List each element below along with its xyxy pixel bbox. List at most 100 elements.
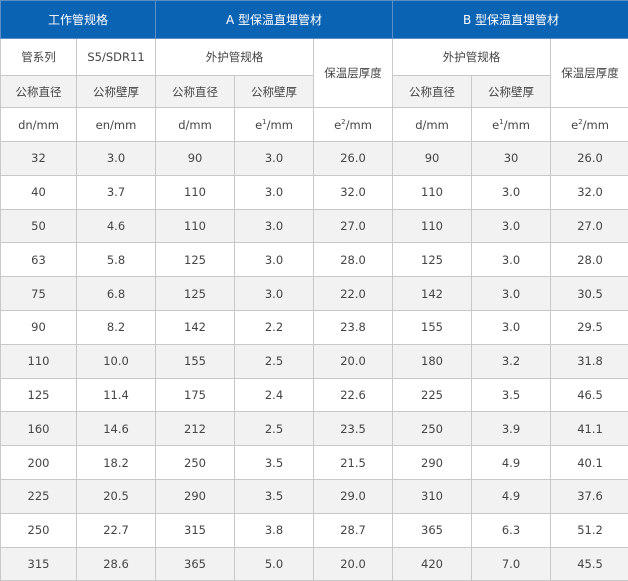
table-cell: 3.5: [234, 445, 315, 480]
table-cell: 142: [155, 309, 236, 345]
table-cell: 3.0: [234, 242, 315, 278]
b-outer-spec: 外护管规格: [392, 38, 552, 76]
a-nominal-diameter: 公称直径: [155, 75, 236, 108]
table-cell: 45.5: [550, 546, 628, 581]
a-nominal-wall: 公称壁厚: [234, 75, 315, 108]
a-outer-spec: 外护管规格: [155, 38, 315, 76]
table-cell: 26.0: [550, 141, 628, 176]
table-cell: 3.0: [471, 276, 552, 311]
table-cell: 50: [0, 208, 77, 244]
header-row-groups: 工作管规格 A 型保温直埋管材 B 型保温直埋管材: [0, 0, 628, 39]
table-cell: 125: [155, 242, 236, 278]
unit-a-e1: e1/mm: [234, 107, 315, 142]
table-cell: 3.7: [75, 174, 157, 210]
table-cell: 18.2: [75, 445, 157, 480]
table-cell: 3.0: [234, 208, 315, 244]
table-cell: 22.6: [313, 377, 394, 413]
table-cell: 11.4: [75, 377, 157, 413]
table-cell: 31.8: [550, 343, 628, 379]
work-nominal-wall: 公称壁厚: [75, 75, 157, 108]
table-cell: 23.5: [313, 411, 394, 447]
table-cell: 21.5: [313, 445, 394, 480]
table-cell: 125: [392, 242, 473, 278]
table-cell: 3.0: [471, 309, 552, 345]
table-cell: 3.5: [471, 377, 552, 413]
table-cell: 20.0: [313, 343, 394, 379]
table-cell: 26.0: [313, 141, 394, 176]
table-cell: 315: [155, 512, 236, 548]
table-row: 90 8.2 142 2.2 23.8 155 3.0 29.5: [0, 309, 628, 345]
table-cell: 4.9: [471, 445, 552, 480]
table-cell: 290: [392, 445, 473, 480]
table-cell: 51.2: [550, 512, 628, 548]
table-cell: 250: [392, 411, 473, 447]
unit-b-d: d/mm: [392, 107, 473, 142]
unit-a-d: d/mm: [155, 107, 236, 142]
table-cell: 225: [392, 377, 473, 413]
table-row: 110 10.0 155 2.5 20.0 180 3.2 31.8: [0, 343, 628, 379]
table-cell: 2.5: [234, 343, 315, 379]
table-cell: 32.0: [313, 174, 394, 210]
table-cell: 63: [0, 242, 77, 278]
table-row: 75 6.8 125 3.0 22.0 142 3.0 30.5: [0, 276, 628, 311]
table-cell: 250: [155, 445, 236, 480]
table-cell: 22.7: [75, 512, 157, 548]
table-cell: 40: [0, 174, 77, 210]
table-cell: 2.2: [234, 309, 315, 345]
table-cell: 3.0: [234, 276, 315, 311]
table-cell: 90: [155, 141, 236, 176]
table-cell: 7.0: [471, 546, 552, 581]
table-cell: 2.5: [234, 411, 315, 447]
table-cell: 110: [155, 174, 236, 210]
table-row: 225 20.5 290 3.5 29.0 310 4.9 37.6: [0, 478, 628, 514]
table-cell: 14.6: [75, 411, 157, 447]
table-cell: 30.5: [550, 276, 628, 311]
table-cell: 315: [0, 546, 77, 581]
table-cell: 6.3: [471, 512, 552, 548]
unit-b-e2: e2/mm: [550, 107, 628, 142]
table-cell: 8.2: [75, 309, 157, 345]
table-cell: 28.6: [75, 546, 157, 581]
b-insulation: 保温层厚度: [550, 38, 628, 108]
unit-b-e1: e1/mm: [471, 107, 552, 142]
table-cell: 420: [392, 546, 473, 581]
table-row: 50 4.6 110 3.0 27.0 110 3.0 27.0: [0, 208, 628, 244]
table-cell: 5.8: [75, 242, 157, 278]
table-row: 63 5.8 125 3.0 28.0 125 3.0 28.0: [0, 242, 628, 278]
table-cell: 110: [155, 208, 236, 244]
table-cell: 110: [392, 174, 473, 210]
table-row: 200 18.2 250 3.5 21.5 290 4.9 40.1: [0, 445, 628, 480]
table-cell: 3.0: [234, 141, 315, 176]
table-cell: 200: [0, 445, 77, 480]
unit-en: en/mm: [75, 107, 157, 142]
table-row: 160 14.6 212 2.5 23.5 250 3.9 41.1: [0, 411, 628, 447]
table-cell: 29.0: [313, 478, 394, 514]
table-cell: 155: [392, 309, 473, 345]
table-cell: 365: [155, 546, 236, 581]
table-cell: 290: [155, 478, 236, 514]
table-cell: 365: [392, 512, 473, 548]
header-row-names: 公称直径 公称壁厚 公称直径 公称壁厚 公称直径 公称壁厚: [0, 75, 628, 108]
table-cell: 32.0: [550, 174, 628, 210]
table-cell: 125: [155, 276, 236, 311]
table-cell: 32: [0, 141, 77, 176]
table-cell: 90: [392, 141, 473, 176]
table-cell: 310: [392, 478, 473, 514]
header-type-b: B 型保温直埋管材: [392, 0, 628, 39]
work-nominal-diameter: 公称直径: [0, 75, 77, 108]
table-cell: 142: [392, 276, 473, 311]
header-row-units: dn/mm en/mm d/mm e1/mm e2/mm d/mm e1/mm …: [0, 107, 628, 142]
table-cell: 180: [392, 343, 473, 379]
header-row-spec: 管系列 S5/SDR11 外护管规格 保温层厚度 外护管规格 保温层厚度: [0, 38, 628, 108]
table-cell: 37.6: [550, 478, 628, 514]
b-nominal-wall: 公称壁厚: [471, 75, 552, 108]
table-cell: 5.0: [234, 546, 315, 581]
table-cell: 3.0: [471, 208, 552, 244]
a-insulation: 保温层厚度: [313, 38, 394, 108]
table-cell: 225: [0, 478, 77, 514]
table-cell: 75: [0, 276, 77, 311]
series-value: S5/SDR11: [75, 38, 157, 76]
table-cell: 3.9: [471, 411, 552, 447]
table-cell: 20.5: [75, 478, 157, 514]
